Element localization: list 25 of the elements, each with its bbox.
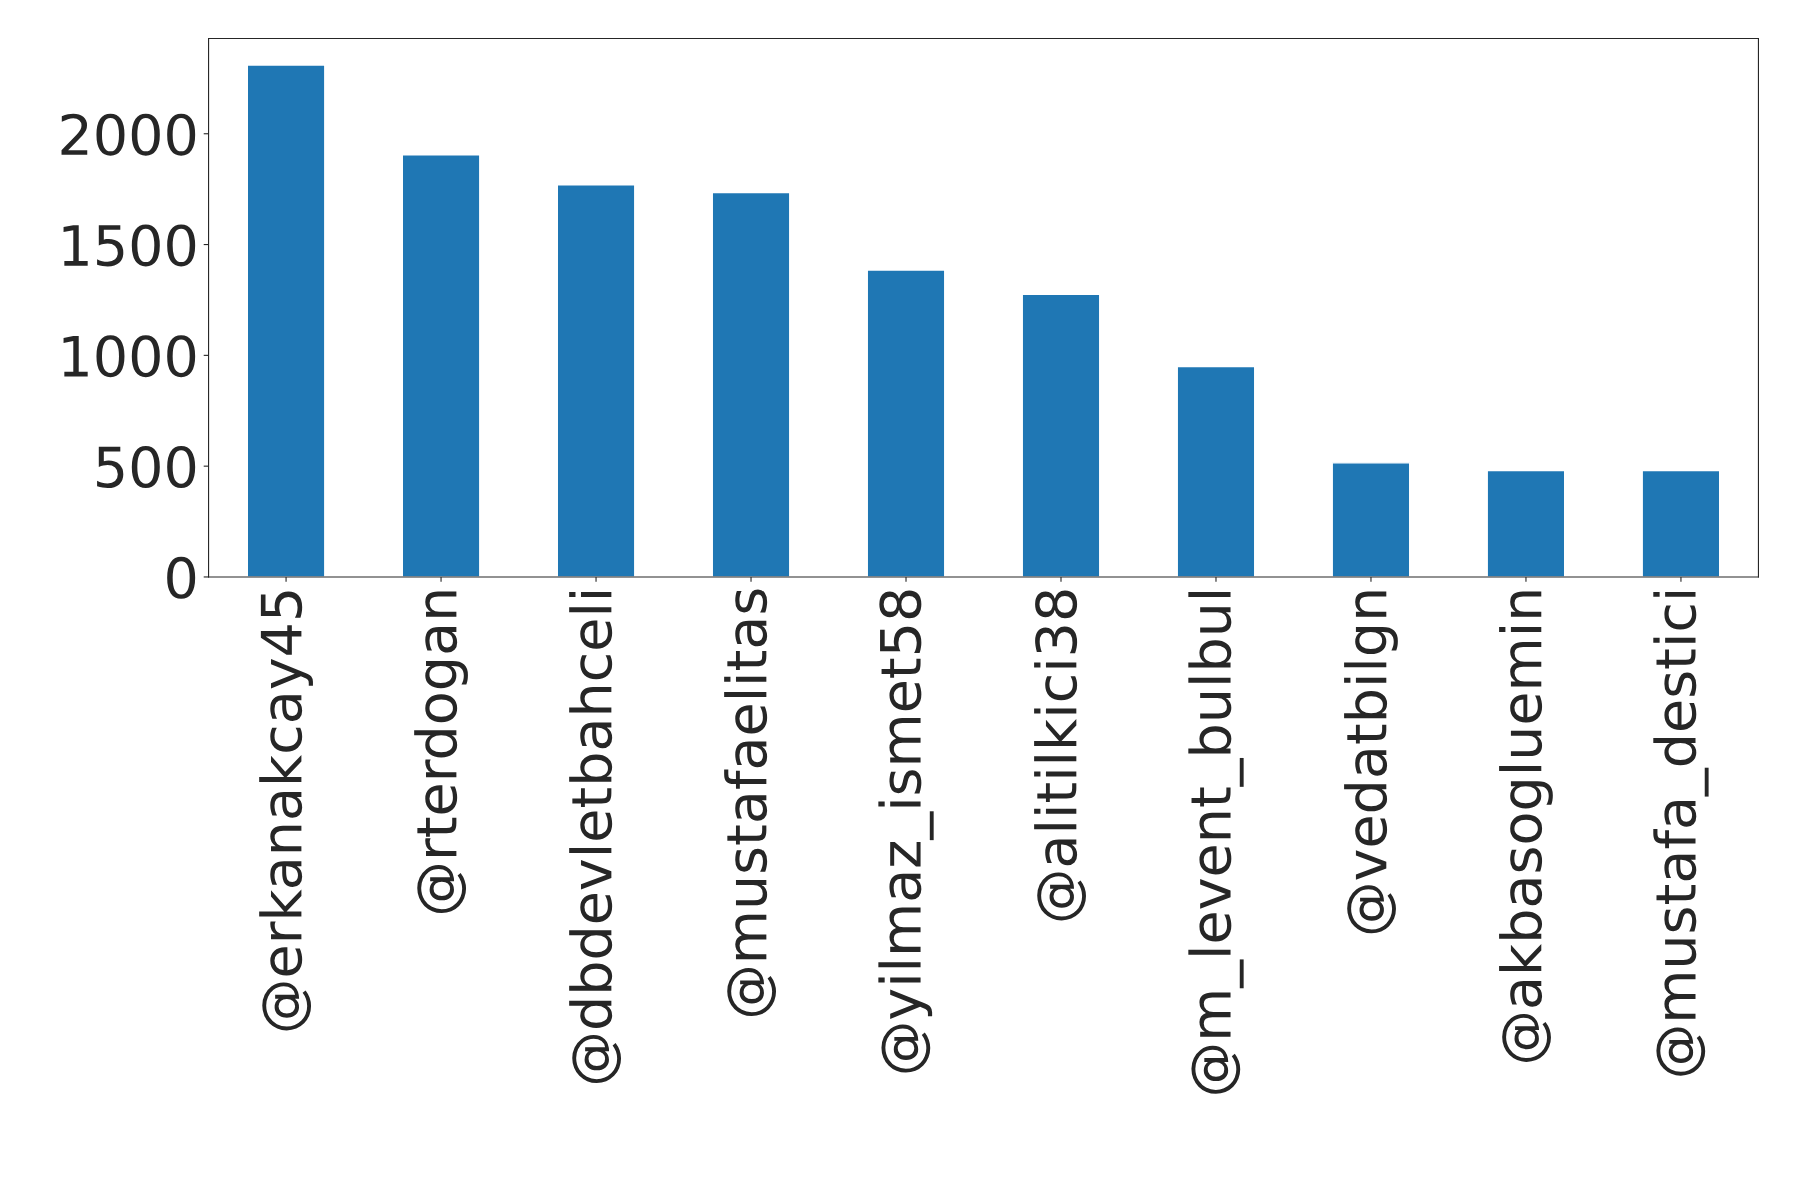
- y-tick-label: 0: [167, 556, 196, 599]
- x-tick-label: @rterdogan: [414, 591, 468, 914]
- x-tick-label: @alitilkici38: [1034, 590, 1086, 921]
- x-tick-label: @mustafaelitas: [724, 589, 777, 1017]
- bar: [866, 269, 946, 577]
- y-tick-label: 1000: [63, 335, 196, 378]
- y-tick-label: 2000: [61, 113, 196, 156]
- bar: [246, 64, 326, 577]
- x-tick-label: @m_levent_bulbul: [1188, 591, 1244, 1094]
- x-tick-label: @akbasogluemin: [1499, 591, 1553, 1062]
- bar: [1486, 469, 1566, 577]
- bar: [1331, 462, 1411, 577]
- bar: [1641, 469, 1721, 577]
- x-tick-label: @vedatbilgn: [1344, 591, 1398, 934]
- x-tick-label: @mustafa_destici: [1653, 591, 1709, 1076]
- bar: [401, 154, 481, 577]
- bar: [1176, 365, 1256, 577]
- x-tick-label: @yilmaz_ismet58: [878, 590, 934, 1073]
- y-tick-label: 500: [97, 446, 196, 489]
- bar: [556, 184, 636, 577]
- y-tick-label: 1500: [63, 224, 196, 267]
- bar: [711, 191, 791, 577]
- x-tick-label: @dbdevletbahceli: [569, 591, 622, 1083]
- bar: [1021, 293, 1101, 577]
- x-tick-label: @erkanakcay45: [259, 591, 313, 1031]
